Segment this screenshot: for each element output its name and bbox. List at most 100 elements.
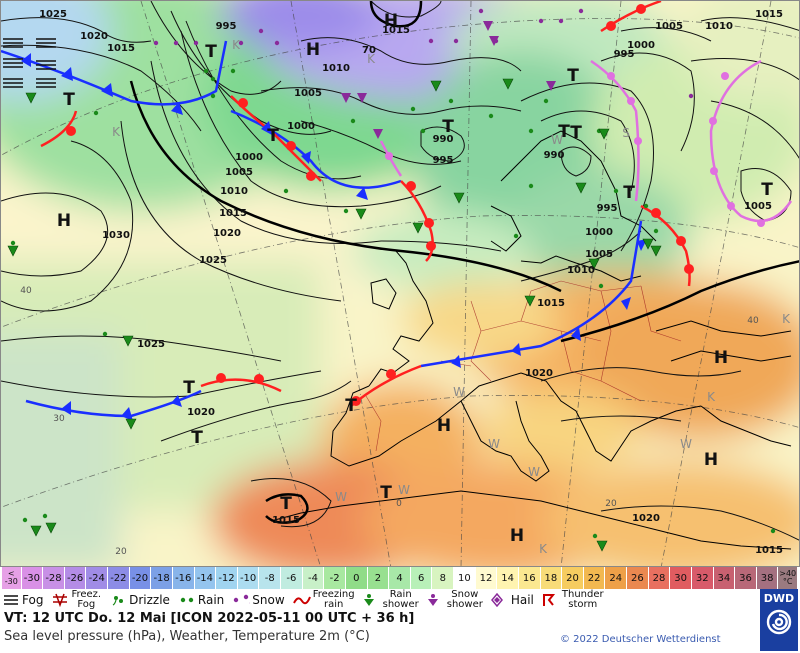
legend-hail: Hail (490, 593, 534, 607)
low-pressure-label: T (183, 378, 195, 398)
low-pressure-label: T (280, 494, 292, 514)
high-pressure-label: H (714, 348, 728, 368)
isobar-label: 70 (362, 45, 376, 56)
low-pressure-label: T (623, 183, 635, 203)
legend-freezing-rain: Freezing rain (292, 589, 355, 610)
color-scale-step: 32 (691, 567, 714, 589)
isobar-label: 1015 (755, 545, 783, 556)
snow-shower-symbols (341, 21, 556, 139)
color-scale-step: -28 (43, 567, 65, 589)
isobar-label: 995 (597, 203, 618, 214)
color-scale-step: -4 (302, 567, 325, 589)
color-scale-step: 24 (605, 567, 628, 589)
isobar-label: 1020 (525, 368, 553, 379)
weather-type-letter: W (551, 133, 563, 147)
color-scale-step: 10 (454, 567, 476, 589)
snow-icon (234, 594, 251, 604)
legend-fog: Fog (2, 593, 43, 607)
weather-type-letter: K (539, 542, 548, 556)
high-pressure-label: H (306, 40, 320, 60)
weather-type-letter: K (112, 125, 121, 139)
isobar-label: 1010 (567, 265, 595, 276)
low-pressure-label: T (345, 396, 357, 416)
color-scale-step: 26 (627, 567, 649, 589)
isobar-label: 1015 (537, 298, 565, 309)
snow-shower-icon (427, 594, 438, 606)
color-scale-step: 30 (670, 567, 692, 589)
isobar-label: 1025 (39, 9, 67, 20)
contour-value-label: 30 (53, 414, 65, 424)
contour-value-label: 40 (747, 316, 759, 326)
front-symbols (21, 4, 765, 421)
low-pressure-label: T (761, 180, 773, 200)
legend-rain-shower-label: Rain shower (382, 589, 419, 610)
high-pressure-label: H (437, 416, 451, 436)
legend-thunderstorm-label: Thunder storm (561, 589, 604, 610)
rain-symbols (10, 68, 776, 539)
fog-symbols (3, 38, 56, 88)
color-scale-step: 38 (756, 567, 779, 589)
color-scale-step: 28 (648, 567, 671, 589)
color-scale-step: -2 (324, 567, 346, 589)
isobar-label: 1000 (627, 40, 655, 51)
copyright: © 2022 Deutscher Wetterdienst (560, 634, 721, 645)
weather-type-letter: K (707, 390, 716, 404)
rain-icon (180, 597, 194, 603)
contour-value-label: 40 (20, 286, 32, 296)
weather-legend: Fog Freez. Fog Drizzle Rain Snow Freezin… (2, 589, 757, 611)
isobar-label: 1005 (655, 21, 683, 32)
map-description: Sea level pressure (hPa), Weather, Tempe… (4, 629, 370, 644)
legend-snow: Snow (232, 593, 285, 607)
legend-freezing-fog: Freez. Fog (51, 590, 101, 610)
legend-rain-label: Rain (197, 593, 225, 607)
weather-type-letter: W (680, 437, 692, 451)
high-pressure-label: H (704, 450, 718, 470)
isobar-label: 1000 (585, 227, 613, 238)
isobar-label: 1020 (213, 228, 241, 239)
color-scale-step: -12 (216, 567, 238, 589)
contour-value-label: 0 (396, 499, 402, 509)
isobar-label: 1000 (235, 152, 263, 163)
color-scale-step: 36 (735, 567, 757, 589)
isobar-label: 995 (216, 21, 237, 32)
color-scale-step: -30 (21, 567, 44, 589)
color-scale-step: 2 (367, 567, 390, 589)
isobar-label: 1025 (137, 339, 165, 350)
color-scale-step: 6 (410, 567, 433, 589)
rain-shower-icon (363, 594, 374, 606)
isobar-label: 1005 (225, 167, 253, 178)
low-pressure-label: T (267, 126, 279, 146)
high-pressure-label: H (384, 11, 398, 31)
color-scale-step: -8 (259, 567, 282, 589)
low-pressure-label: T (205, 42, 217, 62)
isobar-label: 1020 (632, 513, 660, 524)
coastlines (270, 130, 792, 550)
legend-freezing-fog-label: Freez. Fog (71, 589, 102, 610)
weather-type-letter: W (453, 385, 465, 399)
color-scale-step: -10 (237, 567, 260, 589)
isobar-label: 1010 (705, 21, 733, 32)
weather-type-letter: W (335, 490, 347, 504)
low-pressure-label: T (567, 66, 579, 86)
temperature-color-scale: < -30 -30 -28 -26 -24 -22 -20 -18 -16 -14 -12 -10 -8… (2, 567, 798, 589)
color-scale-step: -14 (194, 567, 217, 589)
color-scale-step: 14 (497, 567, 519, 589)
legend-hail-label: Hail (510, 593, 534, 607)
isobar-label: 1030 (102, 230, 130, 241)
weather-type-letter: W (398, 483, 410, 497)
isobar-label: 1020 (187, 407, 215, 418)
map-labels: 1025102010159951010100510001000100510101… (20, 9, 791, 557)
isobar-label: 1015 (382, 25, 410, 36)
isobar-label: 1015 (755, 9, 783, 20)
weather-type-letter: K (782, 312, 791, 326)
weather-map: 1025 1020 1015 995 1010 1005 1000 1000 1005 1010 1… (0, 0, 800, 567)
isobar-label: 1000 (287, 121, 315, 132)
color-scale-step: >40 °C (778, 567, 798, 589)
color-scale-step: 22 (583, 567, 606, 589)
color-scale-step: -24 (86, 567, 109, 589)
legend-thunderstorm: Thunder storm (542, 590, 604, 610)
legend-freezing-rain-label: Freezing rain (312, 589, 355, 610)
contour-value-label: 20 (115, 547, 127, 557)
isobar-label: 1015 (219, 208, 247, 219)
thick-isobars (129, 1, 799, 524)
